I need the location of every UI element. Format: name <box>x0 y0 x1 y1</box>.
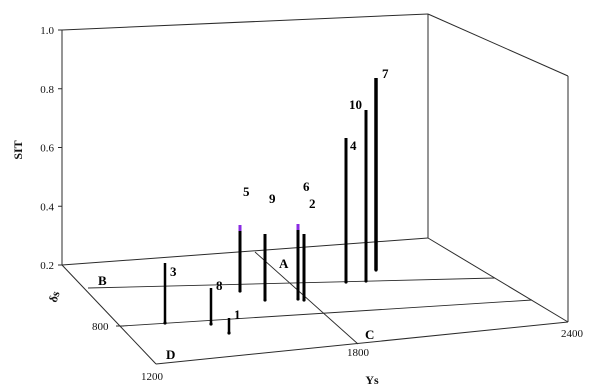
left-floor-edge <box>61 264 157 365</box>
floor-grid-line-back <box>87 277 496 289</box>
stem-base-8 <box>209 322 213 326</box>
point-label-2: 2 <box>309 196 316 211</box>
point-label-7: 7 <box>382 66 389 81</box>
stem-base-3 <box>163 321 167 325</box>
x-tick-label-1200: 1200 <box>141 371 164 383</box>
x-tick-label-2400: 2400 <box>561 328 584 340</box>
back-top-edge <box>61 13 429 31</box>
point-label-6: 6 <box>303 179 310 194</box>
point-label-3: 3 <box>170 264 177 279</box>
stem-base-6 <box>296 297 300 301</box>
point-label-4: 4 <box>350 138 357 153</box>
region-label-B: B <box>98 273 107 288</box>
region-label-C: C <box>365 327 374 342</box>
z-axis-label: SIT <box>11 140 25 159</box>
front-floor-edge <box>155 321 569 365</box>
point-label-10: 10 <box>349 97 362 112</box>
stem-base-10 <box>364 279 368 283</box>
right-floor-edge <box>427 237 569 323</box>
back-floor-edge <box>61 237 429 266</box>
floor-grid-line-diagonal <box>254 251 359 345</box>
z-tick-label: 0.2 <box>40 260 54 272</box>
region-label-A: A <box>279 256 289 271</box>
region-labels: A B C D <box>98 256 374 362</box>
stem-base-2 <box>302 298 306 302</box>
z-tick-label: 1.0 <box>40 25 54 37</box>
region-label-D: D <box>166 347 175 362</box>
z-tick-label: 0.4 <box>40 201 54 213</box>
chart-floor <box>61 251 569 365</box>
stem-base-9 <box>263 298 267 302</box>
chart-walls <box>61 13 569 323</box>
x-axis-label: Ys <box>365 373 379 387</box>
z-tick-label: 0.6 <box>40 143 54 155</box>
point-label-1: 1 <box>234 307 241 322</box>
y-axis-label: δs <box>46 289 63 304</box>
point-label-8: 8 <box>216 278 223 293</box>
y-tick-label-800: 800 <box>92 321 109 333</box>
stem-base-1 <box>227 331 231 335</box>
x-tick-label-1800: 1800 <box>347 347 370 359</box>
floor-grid-line-front <box>121 299 533 327</box>
z-axis-ticks: 0.2 0.4 0.6 0.8 1.0 <box>40 25 62 272</box>
point-label-5: 5 <box>243 184 250 199</box>
stem-base-5 <box>238 289 242 293</box>
z-tick-label: 0.8 <box>40 84 54 96</box>
stem-base-7 <box>374 268 378 272</box>
data-stems: 1 2 3 4 5 6 7 8 9 10 <box>163 66 389 335</box>
right-top-edge <box>427 13 569 77</box>
stem-base-4 <box>344 280 348 284</box>
point-label-9: 9 <box>269 191 276 206</box>
